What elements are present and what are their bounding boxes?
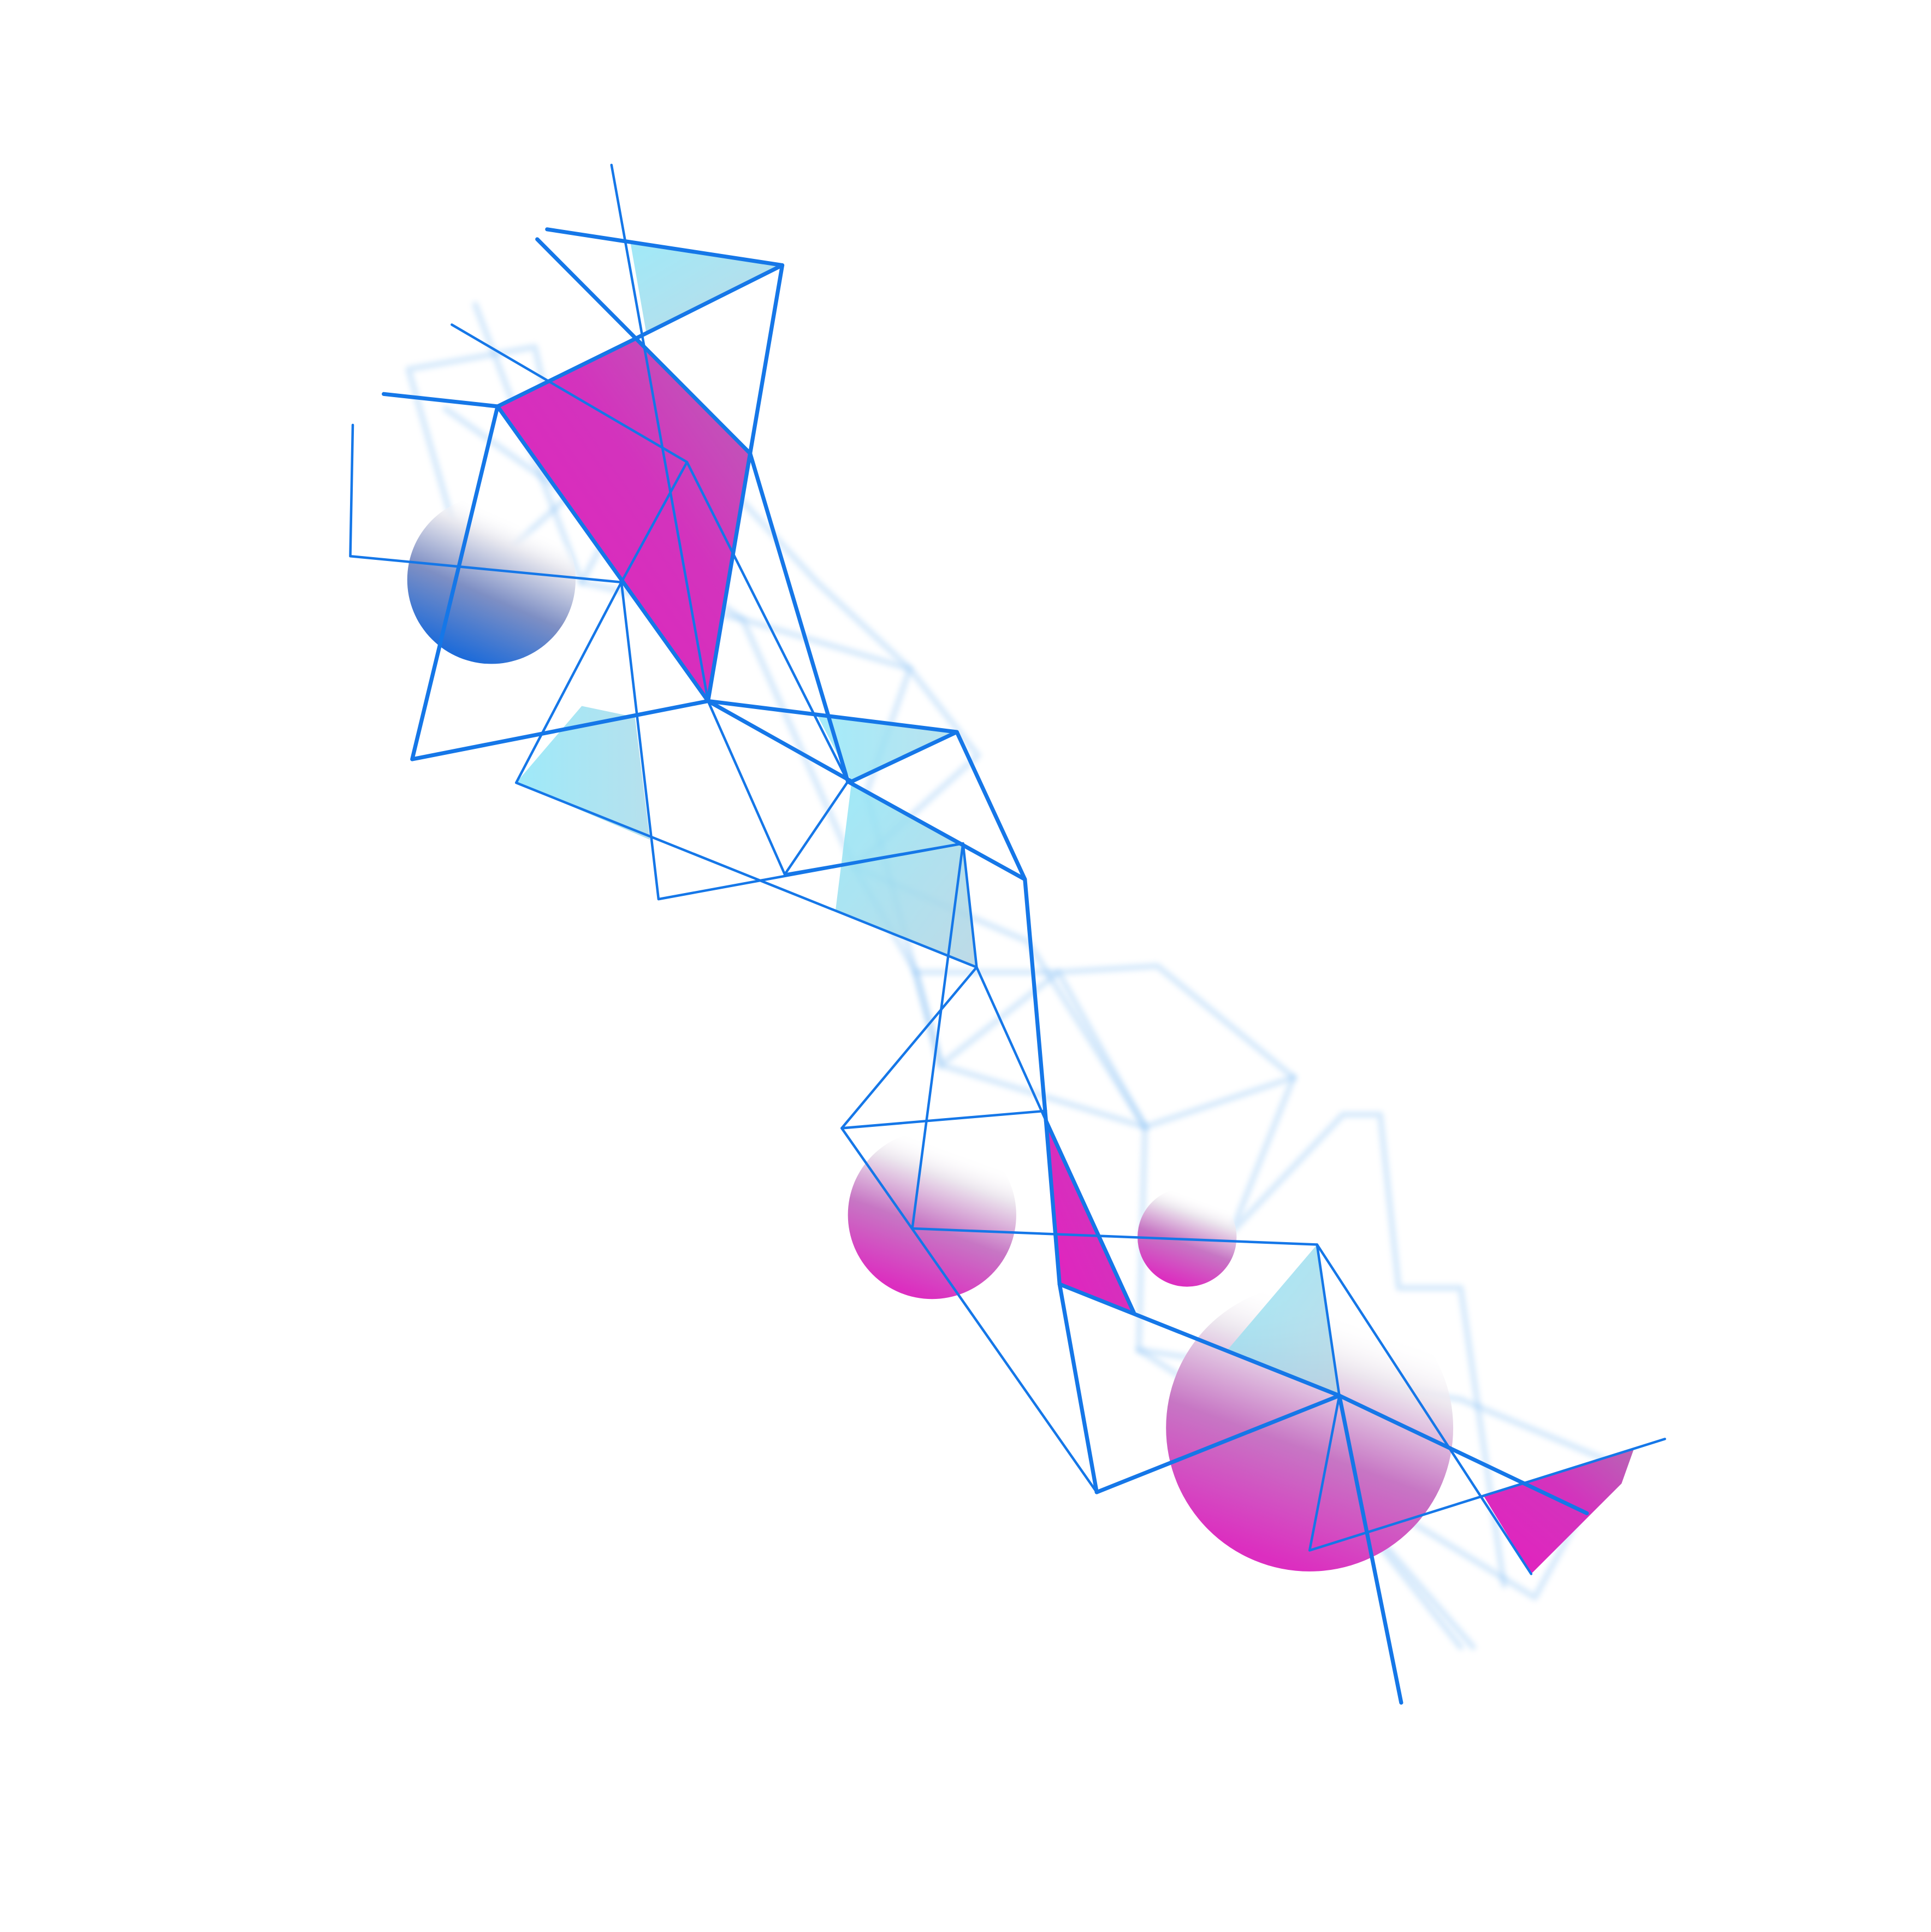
cyan-facet-left bbox=[516, 706, 650, 840]
wire-line bbox=[1044, 1119, 1136, 1315]
magenta-facet-right bbox=[1483, 1449, 1634, 1574]
magenta-sphere-small bbox=[848, 1130, 1016, 1299]
filled-shapes bbox=[497, 240, 1634, 1574]
cyan-facet-top bbox=[630, 240, 783, 332]
cyan-facet-over-sphere bbox=[1225, 1244, 1340, 1396]
cyan-facet-mid bbox=[817, 714, 957, 782]
wire-line bbox=[840, 1127, 1098, 1494]
wire-line bbox=[1308, 1243, 1666, 1552]
wireframe-thin bbox=[349, 163, 1666, 1575]
wire-line bbox=[1337, 1393, 1403, 1705]
wireframe-strong bbox=[382, 227, 1589, 1705]
wire-line bbox=[610, 163, 709, 702]
wire-line bbox=[783, 842, 964, 1230]
blue-sphere bbox=[407, 495, 576, 664]
cyan-facet-center bbox=[836, 781, 977, 967]
ghost-line bbox=[472, 302, 1507, 1588]
wire-line bbox=[451, 323, 978, 969]
wire-line bbox=[706, 699, 959, 784]
wire-line bbox=[495, 263, 785, 409]
magenta-sphere-tiny bbox=[1138, 1187, 1237, 1287]
magenta-facet-large bbox=[497, 338, 750, 701]
wire-line bbox=[685, 460, 849, 876]
wire-line bbox=[1337, 1393, 1589, 1515]
